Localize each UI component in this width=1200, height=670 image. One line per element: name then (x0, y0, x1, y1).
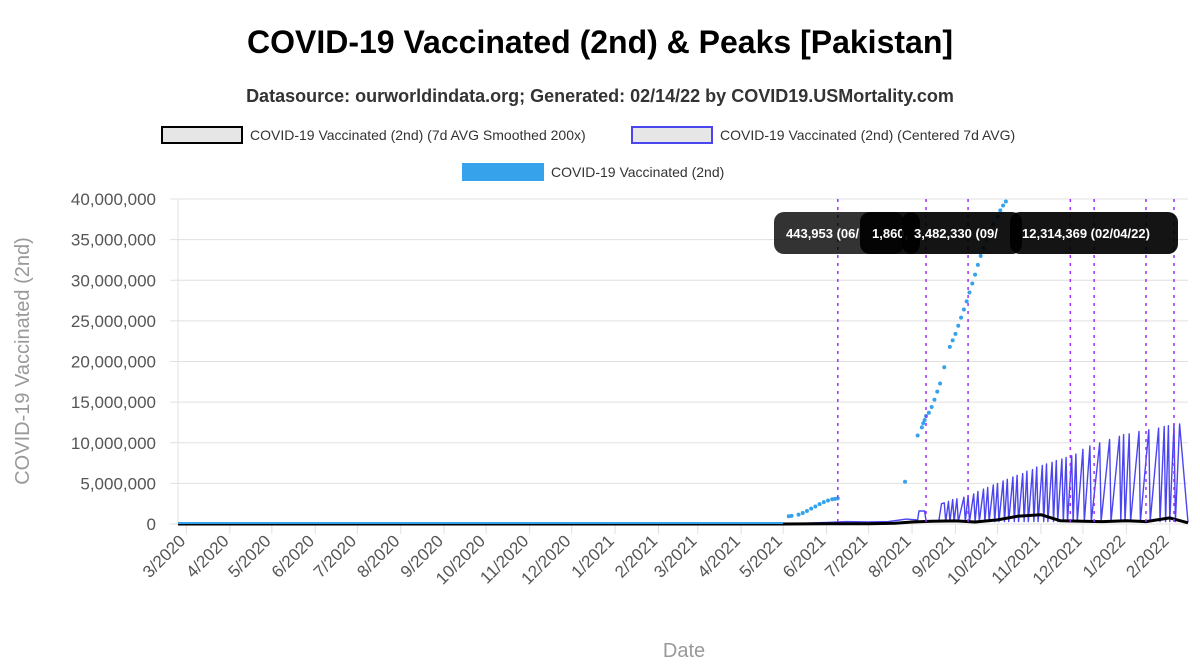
raw-point (998, 208, 1003, 213)
raw-point (809, 506, 814, 511)
x-tick-label: 5/2020 (224, 531, 274, 581)
raw-point (821, 500, 826, 505)
raw-point (1003, 199, 1008, 204)
raw-point (919, 425, 924, 430)
peak-tooltip-text: 12,314,369 (02/04/22) (1022, 226, 1150, 241)
raw-point (978, 253, 983, 258)
raw-point (942, 365, 947, 370)
raw-point (975, 262, 980, 267)
y-tick-label: 40,000,000 (71, 190, 156, 209)
raw-point (800, 511, 805, 516)
peak-tooltip-text: 3,482,330 (09/ (914, 226, 998, 241)
x-axis: 3/20204/20205/20206/20207/20208/20209/20… (139, 524, 1173, 588)
legend-swatch (462, 163, 544, 181)
raw-point (961, 307, 966, 312)
peak-tooltip-box (1010, 212, 1178, 254)
raw-point (938, 381, 943, 386)
raw-point (959, 315, 964, 320)
x-tick-label: 5/2021 (736, 531, 786, 581)
peak-tooltips: 443,953 (06/1,860, 3,482,330 (09/12,314,3… (774, 212, 1178, 254)
x-axis-title: Date (663, 640, 705, 662)
raw-point (804, 509, 809, 513)
raw-point (967, 290, 972, 295)
legend-swatch (161, 126, 243, 144)
y-tick-label: 30,000,000 (71, 271, 156, 290)
x-tick-label: 4/2020 (182, 531, 232, 581)
raw-point (921, 421, 926, 426)
peak-tooltip-text: 1,860, (872, 226, 908, 241)
raw-point (813, 504, 818, 509)
raw-point (903, 479, 908, 484)
raw-point (932, 397, 937, 402)
peak-tooltip-text: 443,953 (06/ (786, 226, 859, 241)
x-tick-label: 3/2020 (139, 531, 189, 581)
legend-label: COVID-19 Vaccinated (2nd) (551, 164, 724, 180)
raw-point (825, 498, 830, 503)
raw-point (929, 405, 934, 409)
y-tick-label: 20,000,000 (71, 353, 156, 372)
y-tick-label: 10,000,000 (71, 434, 156, 453)
raw-point (926, 410, 931, 415)
legend-label: COVID-19 Vaccinated (2nd) (7d AVG Smooth… (250, 127, 586, 143)
raw-point (915, 433, 920, 438)
y-tick-label: 5,000,000 (80, 474, 156, 493)
raw-point (817, 502, 822, 507)
x-tick-label: 7/2021 (821, 531, 871, 581)
smoothed-line (178, 513, 1189, 526)
raw-point (1001, 203, 1006, 208)
raw-point (789, 513, 794, 518)
raw-point (970, 281, 975, 286)
x-tick-label: 6/2020 (268, 531, 318, 581)
peak-tooltip-box (902, 212, 1022, 254)
y-axis-title: COVID-19 Vaccinated (2nd) (12, 237, 34, 485)
y-tick-label: 0 (147, 515, 156, 534)
legend-label: COVID-19 Vaccinated (2nd) (Centered 7d A… (720, 127, 1015, 143)
raw-point (950, 338, 955, 343)
x-tick-label: 8/2020 (353, 531, 403, 581)
centered-avg-line (178, 423, 1189, 525)
raw-point (922, 418, 927, 422)
raw-point (947, 344, 952, 349)
raw-point (973, 272, 978, 277)
y-tick-label: 35,000,000 (71, 231, 156, 250)
raw-point (953, 331, 958, 336)
legend-swatch (631, 126, 713, 144)
x-tick-label: 1/2022 (1079, 531, 1129, 581)
raw-point (835, 496, 840, 501)
x-tick-label: 2/2021 (611, 531, 661, 581)
x-tick-label: 7/2020 (310, 531, 360, 581)
x-tick-label: 2/2022 (1122, 531, 1172, 581)
x-tick-label: 4/2021 (694, 531, 744, 581)
legend: COVID-19 Vaccinated (2nd) (7d AVG Smooth… (161, 126, 1015, 181)
y-tick-label: 25,000,000 (71, 312, 156, 331)
x-tick-label: 8/2021 (865, 531, 915, 581)
raw-point (964, 299, 969, 304)
peak-lines (837, 199, 1175, 524)
y-tick-label: 15,000,000 (71, 393, 156, 412)
raw-point (796, 512, 801, 517)
chart-subtitle: Datasource: ourworldindata.org; Generate… (246, 86, 954, 106)
x-tick-label: 6/2021 (779, 531, 829, 581)
raw-point (956, 323, 961, 328)
raw-point (935, 389, 940, 394)
chart-title: COVID-19 Vaccinated (2nd) & Peaks [Pakis… (246, 24, 954, 60)
x-tick-label: 3/2021 (650, 531, 700, 581)
x-tick-label: 1/2021 (568, 531, 618, 581)
y-axis: 0 5,000,000 10,000,000 15,000,000 20,000,000… (71, 190, 178, 534)
